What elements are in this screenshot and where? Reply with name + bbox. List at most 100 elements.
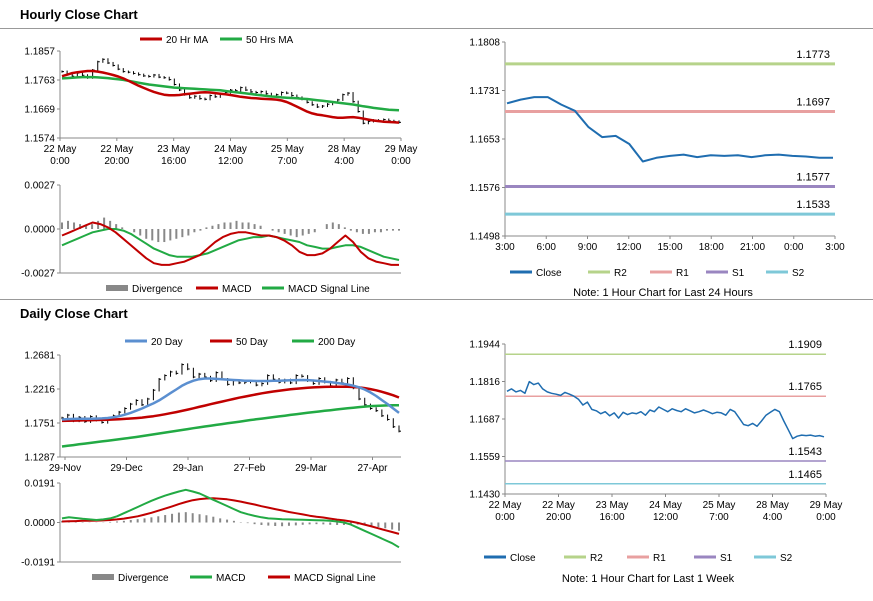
- daily-macd-legend-label: MACD: [216, 573, 245, 584]
- hourly-levels-legend-label: Close: [536, 268, 562, 279]
- hourly-price-xtick-label: 23 May: [157, 144, 190, 155]
- hourly-price-xtick-label: 25 May: [271, 144, 304, 155]
- hourly-levels-xtick-label: 15:00: [657, 242, 682, 253]
- hourly-price-xtick-label: 12:00: [218, 156, 243, 167]
- daily-levels-xtick-label: 22 May: [542, 500, 575, 511]
- hourly-macd-line: [61, 221, 399, 266]
- daily-macd-ytick-label: -0.0191: [21, 558, 55, 569]
- daily-levels-legend-label: R1: [653, 553, 666, 564]
- daily-price-legend-label: 200 Day: [318, 337, 355, 348]
- hourly-levels-legend-label: S1: [732, 268, 745, 279]
- hourly-price-xtick-label: 22 May: [44, 144, 77, 155]
- daily-price-xtick-label: 29-Mar: [295, 463, 327, 474]
- daily-macd-line: [61, 488, 400, 549]
- daily-price-legend-label: 20 Day: [151, 337, 183, 348]
- hourly-levels-ytick-label: 1.1808: [469, 38, 500, 49]
- daily-macd-legend-label: Divergence: [118, 573, 169, 584]
- hourly-50hr-ma-line: [61, 75, 400, 112]
- hourly-levels-note: Note: 1 Hour Chart for Last 24 Hours: [573, 287, 753, 299]
- hourly-levels-xtick-label: 3:00: [495, 242, 515, 253]
- daily-levels-legend-label: Close: [510, 553, 536, 564]
- daily-price-xtick-label: 29-Dec: [110, 463, 142, 474]
- hourly-levels-ytick-label: 1.1576: [469, 183, 500, 194]
- daily-levels-xtick-label: 0:00: [816, 512, 836, 523]
- daily-macd-legend-swatch: [92, 574, 114, 580]
- daily-macd-signal-line: [61, 497, 400, 535]
- hourly-levels-legend-label: S2: [792, 268, 805, 279]
- hourly-price-ytick-label: 1.1574: [24, 134, 55, 145]
- hourly-section-title: Hourly Close Chart: [20, 7, 138, 22]
- daily-levels-xtick-label: 4:00: [763, 512, 783, 523]
- daily-price-xtick-label: 29-Nov: [49, 463, 81, 474]
- hourly-macd-legend-swatch: [106, 285, 128, 291]
- daily-price-ytick-label: 1.1751: [24, 419, 55, 430]
- daily-level-r1-label: 1.1765: [788, 381, 822, 393]
- daily-section-title: Daily Close Chart: [20, 306, 128, 321]
- daily-levels-xtick-label: 20:00: [546, 512, 571, 523]
- daily-levels-ytick-label: 1.1687: [469, 415, 500, 426]
- hourly-price-legend-label: 50 Hrs MA: [246, 35, 294, 46]
- daily-levels-legend-label: R2: [590, 553, 603, 564]
- hourly-price-xtick-label: 24 May: [214, 144, 247, 155]
- hourly-levels-legend-label: R2: [614, 268, 627, 279]
- top-divider: [0, 28, 873, 29]
- hourly-level-s1-label: 1.1577: [796, 172, 830, 184]
- hourly-price-legend-label: 20 Hr MA: [166, 35, 209, 46]
- hourly-levels-xtick-label: 18:00: [699, 242, 724, 253]
- hourly-levels-xtick-label: 6:00: [537, 242, 557, 253]
- hourly-levels-ytick-label: 1.1498: [469, 232, 500, 243]
- daily-level-s2-label: 1.1465: [788, 469, 822, 481]
- hourly-level-r1-label: 1.1697: [796, 96, 830, 108]
- hourly-levels-xtick-label: 12:00: [616, 242, 641, 253]
- hourly-level-r2-label: 1.1773: [796, 49, 830, 61]
- daily-macd-ytick-label: 0.0191: [24, 479, 55, 490]
- hourly-close-line: [506, 96, 833, 163]
- hourly-levels-legend-label: R1: [676, 268, 689, 279]
- hourly-price-xtick-label: 28 May: [328, 144, 361, 155]
- daily-price-legend-label: 50 Day: [236, 337, 268, 348]
- daily-levels-xtick-label: 23 May: [596, 500, 629, 511]
- hourly-macd-ytick-label: 0.0027: [24, 181, 55, 192]
- daily-price-ytick-label: 1.2681: [24, 351, 55, 362]
- hourly-price-ytick-label: 1.1763: [24, 76, 55, 87]
- daily-price-ytick-label: 1.1287: [24, 453, 55, 464]
- daily-levels-xtick-label: 28 May: [756, 500, 789, 511]
- daily-200day-line: [61, 403, 400, 448]
- hourly-price-xtick-label: 0:00: [50, 156, 70, 167]
- hourly-levels-xtick-label: 0:00: [784, 242, 804, 253]
- daily-levels-ytick-label: 1.1430: [469, 490, 500, 501]
- hourly-price-ytick-label: 1.1857: [24, 47, 55, 58]
- daily-levels-note: Note: 1 Hour Chart for Last 1 Week: [562, 573, 735, 585]
- hourly-levels-xtick-label: 3:00: [825, 242, 845, 253]
- daily-level-r2-label: 1.1909: [788, 339, 822, 351]
- daily-close-line: [506, 380, 825, 440]
- daily-macd-legend-label: MACD Signal Line: [294, 573, 376, 584]
- daily-level-s1-label: 1.1543: [788, 446, 822, 458]
- daily-price-xtick-label: 29-Jan: [173, 463, 204, 474]
- daily-levels-legend-label: S2: [780, 553, 793, 564]
- daily-levels-xtick-label: 7:00: [709, 512, 729, 523]
- daily-levels-xtick-label: 12:00: [653, 512, 678, 523]
- daily-levels-ytick-label: 1.1559: [469, 452, 500, 463]
- hourly-price-xtick-label: 16:00: [161, 156, 186, 167]
- daily-levels-legend-label: S1: [720, 553, 733, 564]
- hourly-levels-xtick-label: 9:00: [578, 242, 598, 253]
- daily-levels-xtick-label: 24 May: [649, 500, 682, 511]
- daily-price-ytick-label: 1.2216: [24, 385, 55, 396]
- hourly-price-xtick-label: 0:00: [391, 156, 411, 167]
- hourly-macd-legend-label: MACD Signal Line: [288, 284, 370, 295]
- hourly-price-xtick-label: 4:00: [334, 156, 354, 167]
- hourly-20hr-ma-line: [61, 69, 400, 124]
- daily-levels-xtick-label: 25 May: [703, 500, 736, 511]
- daily-price-xtick-label: 27-Feb: [234, 463, 266, 474]
- hourly-levels-ytick-label: 1.1653: [469, 135, 500, 146]
- daily-price-xtick-label: 27-Apr: [357, 463, 388, 474]
- hourly-level-s2-label: 1.1533: [796, 199, 830, 211]
- hourly-levels-ytick-label: 1.1731: [469, 86, 500, 97]
- daily-levels-xtick-label: 29 May: [810, 500, 843, 511]
- hourly-macd-legend-label: MACD: [222, 284, 251, 295]
- daily-levels-ytick-label: 1.1816: [469, 377, 500, 388]
- hourly-levels-xtick-label: 21:00: [740, 242, 765, 253]
- hourly-price-xtick-label: 7:00: [278, 156, 298, 167]
